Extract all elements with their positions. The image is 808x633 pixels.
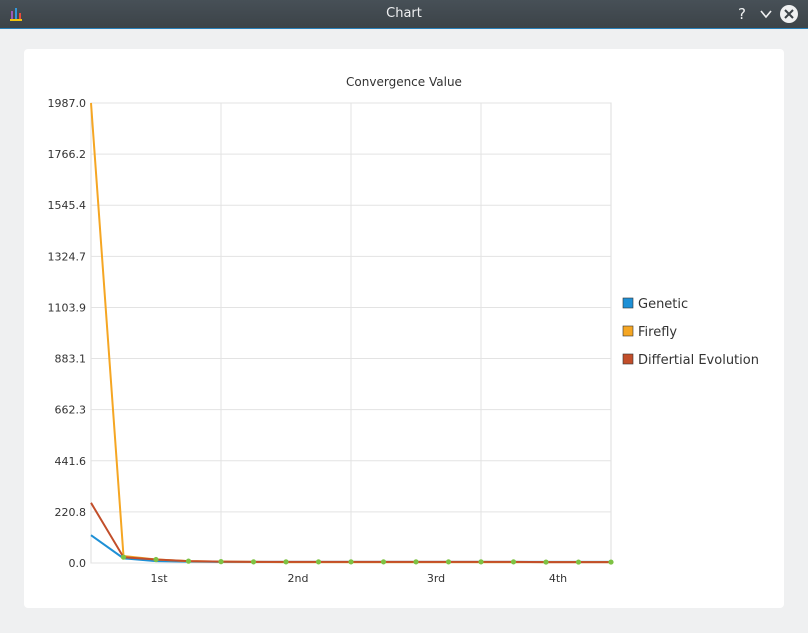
help-button[interactable]: ? bbox=[732, 4, 752, 24]
data-point bbox=[283, 559, 289, 565]
y-tick-label: 1324.7 bbox=[48, 250, 87, 263]
legend-label: Firefly bbox=[638, 325, 677, 340]
data-point bbox=[120, 554, 127, 560]
help-icon: ? bbox=[738, 5, 746, 23]
minimize-button[interactable] bbox=[756, 4, 776, 24]
data-point bbox=[380, 559, 387, 565]
y-tick-label: 441.6 bbox=[55, 455, 87, 468]
chart-app-icon bbox=[10, 8, 22, 21]
data-point bbox=[315, 559, 322, 565]
legend-label: Genetic bbox=[638, 297, 688, 312]
x-tick-label: 3rd bbox=[427, 572, 445, 585]
data-point bbox=[543, 559, 549, 565]
y-tick-label: 1545.4 bbox=[48, 199, 87, 212]
legend-swatch bbox=[622, 353, 634, 365]
data-point bbox=[348, 559, 354, 565]
data-point bbox=[575, 559, 582, 565]
legend-swatch bbox=[622, 297, 634, 309]
y-tick-label: 1103.9 bbox=[48, 301, 87, 314]
data-point bbox=[510, 559, 517, 565]
window-title: Chart bbox=[386, 6, 422, 21]
data-point bbox=[478, 559, 484, 565]
legend-label: Differtial Evolution bbox=[638, 353, 759, 368]
data-point bbox=[608, 559, 614, 565]
data-point bbox=[153, 556, 159, 563]
title-bar: Chart ? bbox=[0, 0, 808, 29]
data-point bbox=[250, 559, 257, 565]
legend-swatch bbox=[622, 325, 634, 337]
y-tick-label: 1987.0 bbox=[48, 97, 87, 110]
data-point bbox=[185, 558, 192, 564]
data-point bbox=[445, 559, 452, 565]
y-tick-label: 662.3 bbox=[55, 404, 87, 417]
chart: Convergence Value 1987.0 1766.2 1545.4 1324… bbox=[48, 75, 759, 585]
y-tick-label: 220.8 bbox=[55, 506, 87, 519]
chart-panel: Convergence Value 1987.0 1766.2 1545.4 1324… bbox=[24, 49, 784, 608]
data-point bbox=[218, 559, 224, 565]
data-point bbox=[413, 559, 419, 565]
chart-title: Convergence Value bbox=[346, 75, 462, 89]
x-tick-label: 4th bbox=[549, 572, 567, 585]
y-tick-label: 883.1 bbox=[55, 353, 87, 366]
close-button[interactable] bbox=[780, 5, 798, 23]
chevron-down-icon bbox=[760, 10, 772, 19]
x-tick-label: 2nd bbox=[288, 572, 309, 585]
x-tick-label: 1st bbox=[150, 572, 168, 585]
close-icon bbox=[784, 9, 794, 19]
y-tick-label: 0.0 bbox=[69, 557, 87, 570]
y-tick-label: 1766.2 bbox=[48, 148, 87, 161]
